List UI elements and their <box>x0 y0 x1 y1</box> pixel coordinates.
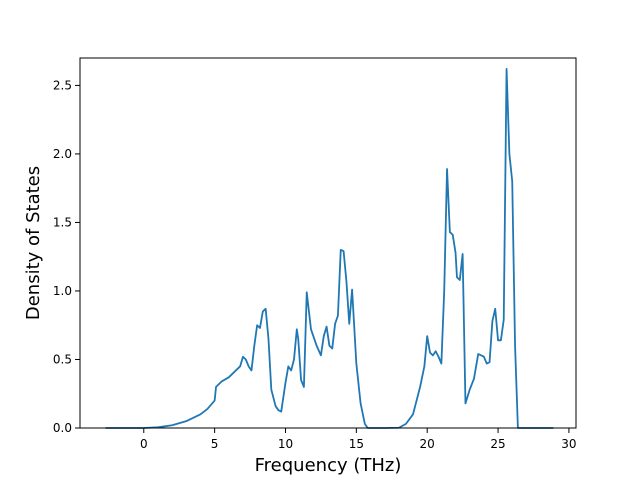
y-tick-label: 2.0 <box>53 147 72 161</box>
y-tick-label: 2.5 <box>53 78 72 92</box>
plot-area <box>80 58 576 428</box>
ticks-layer: 0 5 10 15 20 25 30 0.0 0.5 1.0 1.5 2.0 2.5 <box>53 78 577 451</box>
x-tick-label: 30 <box>561 437 576 451</box>
x-tick-label: 25 <box>490 437 505 451</box>
dos-series-line <box>105 68 554 429</box>
x-tick-label: 20 <box>420 437 435 451</box>
y-tick-label: 1.5 <box>53 215 72 229</box>
x-tick-label: 5 <box>211 437 219 451</box>
x-axis-label: Frequency (THz) <box>255 455 402 476</box>
plot-frame <box>79 57 577 429</box>
x-tick-label: 0 <box>140 437 148 451</box>
x-tick-label: 15 <box>349 437 364 451</box>
y-tick-label: 0.0 <box>53 421 72 435</box>
y-axis-label: Density of States <box>23 166 44 320</box>
y-tick-label: 0.5 <box>53 352 72 366</box>
x-tick-label: 10 <box>278 437 293 451</box>
y-tick-label: 1.0 <box>53 284 72 298</box>
